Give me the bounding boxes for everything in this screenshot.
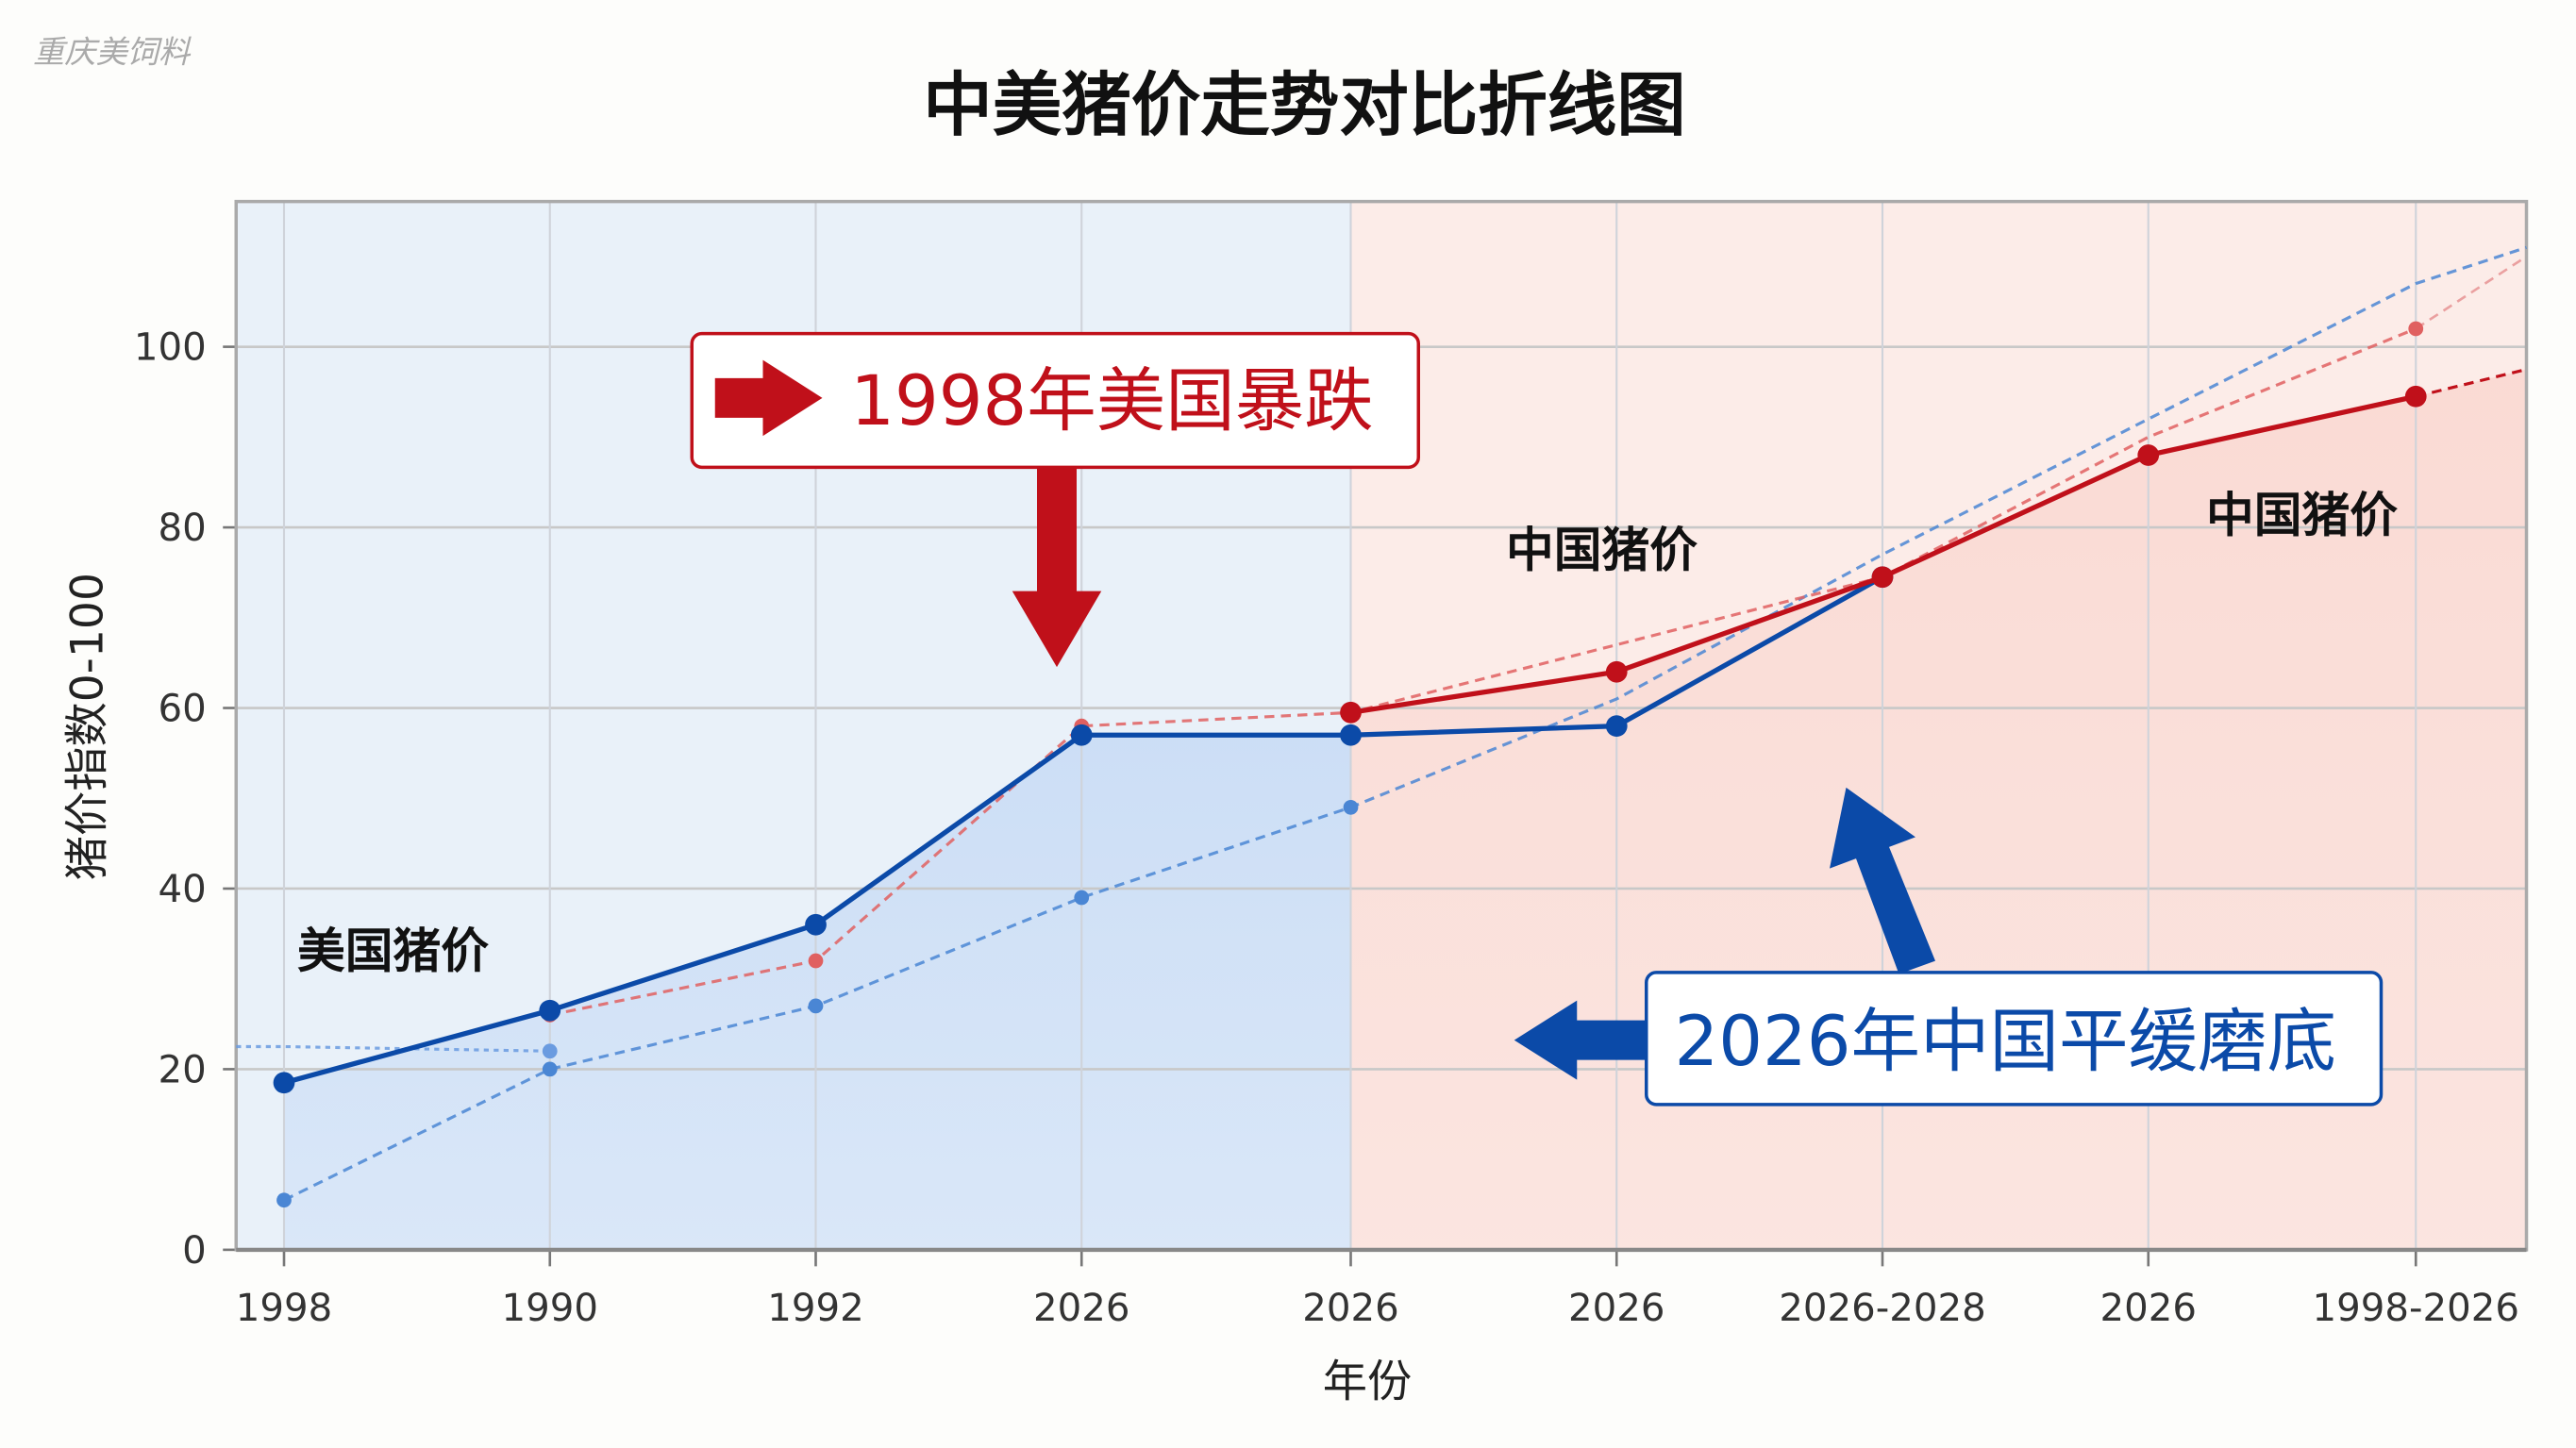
data-point-3 xyxy=(542,1061,558,1077)
y-tick-label: 40 xyxy=(159,868,207,911)
x-tick-label: 1992 xyxy=(767,1287,863,1330)
data-point-3 xyxy=(276,1192,292,1208)
arrow-up-icon xyxy=(1830,787,1935,974)
series-line-3 xyxy=(283,245,2527,1202)
data-point-0 xyxy=(805,913,827,936)
china-price-label-right: 中国猪价 xyxy=(2206,488,2398,543)
data-point-2 xyxy=(2408,321,2424,337)
x-tick-label: 2026 xyxy=(1033,1287,1129,1330)
data-point-0 xyxy=(539,999,561,1022)
us-crash-callout-text: 1998年美国暴跌 xyxy=(850,361,1374,441)
data-point-1 xyxy=(2137,444,2160,466)
y-axis-label: 猪价指数0-100 xyxy=(62,573,114,880)
x-tick-label: 2026 xyxy=(1568,1287,1664,1330)
data-point-0 xyxy=(1605,715,1628,738)
x-tick-label: 1998-2026 xyxy=(2313,1287,2519,1330)
x-tick-label: 2026 xyxy=(1302,1287,1398,1330)
data-point-1 xyxy=(1605,660,1628,683)
data-point-3 xyxy=(1074,890,1090,906)
data-point-3 xyxy=(808,998,824,1014)
arrow-down-icon xyxy=(1012,467,1102,668)
watermark: 重庆美饲料 xyxy=(33,34,192,71)
x-tick-label: 2026-2028 xyxy=(1779,1287,1985,1330)
chart-title: 中美猪价走势对比折线图 xyxy=(923,66,1686,146)
series-extension-1 xyxy=(2415,368,2527,398)
data-point-2 xyxy=(808,953,824,969)
arrow-left-icon xyxy=(1514,1000,1647,1080)
x-axis-label: 年份 xyxy=(1323,1356,1413,1408)
data-point-0 xyxy=(1070,724,1093,746)
data-point-3 xyxy=(1343,799,1359,815)
y-tick-label: 100 xyxy=(134,326,207,370)
y-tick-label: 60 xyxy=(159,688,207,731)
data-point-4 xyxy=(542,1043,558,1059)
us-price-label: 美国猪价 xyxy=(297,924,489,979)
arrow-right-icon xyxy=(714,359,823,437)
china-bottom-callout-text: 2026年中国平缓磨底 xyxy=(1675,1002,2337,1082)
china-price-label: 中国猪价 xyxy=(1506,522,1698,577)
data-point-1 xyxy=(1340,701,1362,724)
x-tick-label: 1990 xyxy=(502,1287,598,1330)
y-tick-label: 0 xyxy=(182,1229,207,1273)
x-tick-label: 1998 xyxy=(236,1287,332,1330)
y-tick-label: 20 xyxy=(159,1048,207,1091)
data-point-0 xyxy=(273,1072,295,1094)
series-extension-2 xyxy=(2415,255,2528,330)
data-point-1 xyxy=(2404,385,2427,408)
y-tick-label: 80 xyxy=(159,507,207,550)
x-tick-label: 2026 xyxy=(2100,1287,2197,1330)
data-point-0 xyxy=(1340,724,1362,746)
data-point-1 xyxy=(1871,566,1894,589)
